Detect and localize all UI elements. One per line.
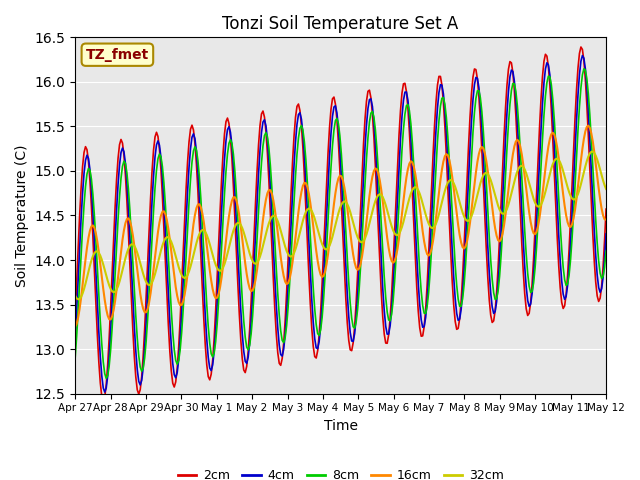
Y-axis label: Soil Temperature (C): Soil Temperature (C) <box>15 144 29 287</box>
Title: Tonzi Soil Temperature Set A: Tonzi Soil Temperature Set A <box>223 15 459 33</box>
X-axis label: Time: Time <box>324 419 358 433</box>
Text: TZ_fmet: TZ_fmet <box>86 48 149 62</box>
Legend: 2cm, 4cm, 8cm, 16cm, 32cm: 2cm, 4cm, 8cm, 16cm, 32cm <box>173 464 509 480</box>
